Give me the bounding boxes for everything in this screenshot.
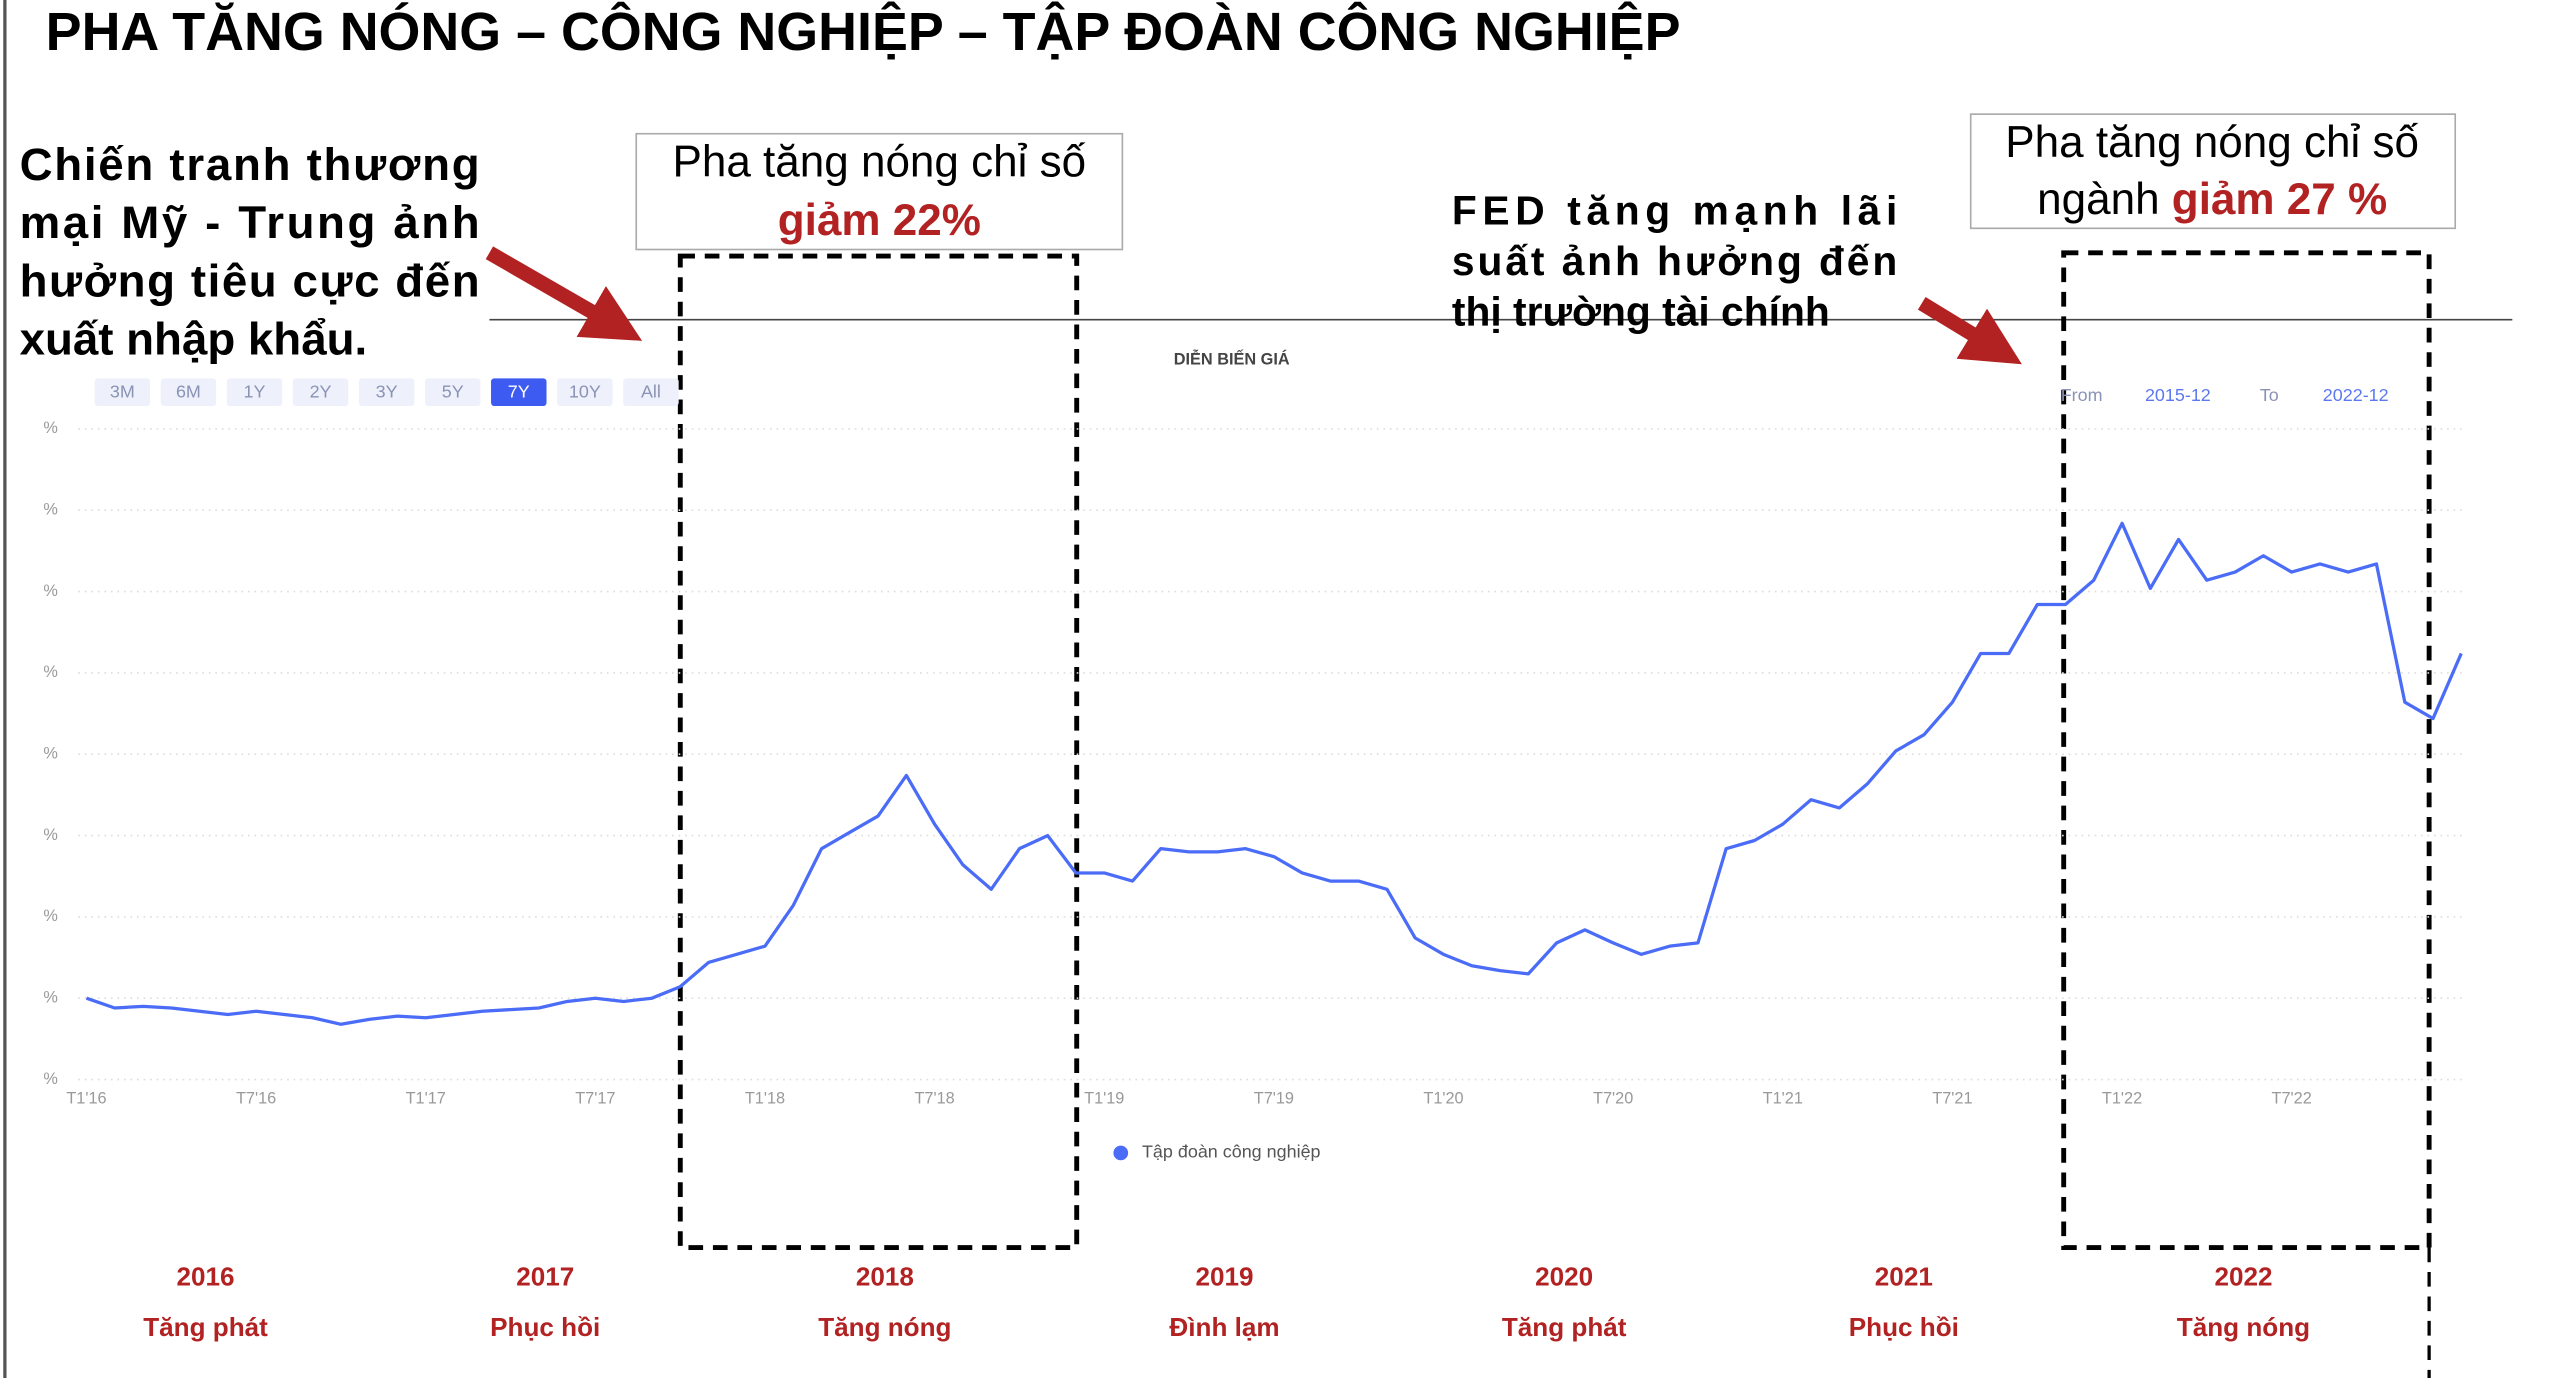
range-text: 2015-12 <box>2145 385 2211 405</box>
note-box <box>1969 113 2457 230</box>
note-line: thị trường tài chính <box>1452 289 1830 335</box>
note-line: Chiến tranh thương <box>20 139 480 190</box>
button-bg <box>94 378 151 407</box>
button-label: 5Y <box>442 382 464 402</box>
phase-label: Tăng phát <box>143 1312 268 1342</box>
note-box <box>635 132 1124 251</box>
button-label: All <box>641 382 661 402</box>
x-tick-label: T7'19 <box>1254 1089 1294 1107</box>
year-label: 2017 <box>516 1261 574 1291</box>
year-label: 2018 <box>856 1261 914 1291</box>
range-button[interactable]: 1Y <box>226 378 283 407</box>
arrow <box>1917 297 2022 365</box>
x-tick-label: T1'16 <box>66 1089 106 1107</box>
button-bg <box>424 378 481 407</box>
phase-label: Tăng nóng <box>2177 1312 2310 1342</box>
x-tick-label: T7'18 <box>914 1089 954 1107</box>
note-line: mại Mỹ - Trung ảnh <box>20 197 480 248</box>
x-tick-label: T1'18 <box>745 1089 785 1107</box>
button-bg <box>623 378 679 407</box>
legend-label: Tập đoàn công nghiệp <box>1142 1142 1321 1162</box>
range-button[interactable]: All <box>623 378 679 407</box>
range-button[interactable]: 5Y <box>424 378 481 407</box>
range-button[interactable]: 6M <box>160 378 217 407</box>
button-bg <box>491 378 547 407</box>
phase-label: Phục hồi <box>490 1312 600 1342</box>
y-tick-label: % <box>43 419 58 437</box>
x-tick-label: T1'21 <box>1763 1089 1803 1107</box>
x-tick-label: T7'20 <box>1593 1089 1633 1107</box>
range-text: To <box>2260 385 2279 405</box>
phase-label: Tăng nóng <box>818 1312 951 1342</box>
x-tick-label: T7'22 <box>2272 1089 2312 1107</box>
range-button[interactable]: 3Y <box>358 378 415 407</box>
button-bg <box>358 378 415 407</box>
year-label: 2016 <box>177 1261 235 1291</box>
year-label: 2020 <box>1535 1261 1593 1291</box>
phase-frame <box>2061 250 2432 1250</box>
x-tick-label: T1'19 <box>1084 1089 1124 1107</box>
y-tick-label: % <box>43 1070 58 1088</box>
y-tick-label: % <box>43 989 58 1007</box>
box-text: Pha tăng nóng chỉ số <box>672 137 1086 186</box>
chart-title: DIỄN BIẾN GIÁ <box>1174 350 1290 369</box>
phase-label: Đình lạm <box>1169 1312 1279 1342</box>
legend-swatch <box>1113 1145 1129 1161</box>
y-tick-label: % <box>43 907 58 925</box>
button-label: 10Y <box>569 382 601 402</box>
button-bg <box>160 378 217 407</box>
y-tick-label: % <box>43 826 58 844</box>
button-label: 1Y <box>244 382 266 402</box>
phase-label: Phục hồi <box>1849 1312 1959 1342</box>
series-line <box>85 521 2463 1026</box>
phase-label: Tăng phát <box>1502 1312 1627 1342</box>
button-bg <box>292 378 349 407</box>
year-label: 2021 <box>1875 1261 1933 1291</box>
button-bg <box>226 378 283 407</box>
y-tick-label: % <box>43 501 58 519</box>
box-prefix: ngành <box>2037 175 2172 224</box>
range-text: From <box>2061 385 2103 405</box>
range-button[interactable]: 10Y <box>557 378 613 407</box>
x-tick-label: T1'22 <box>2102 1089 2142 1107</box>
y-tick-label: % <box>43 745 58 763</box>
x-tick-label: T7'17 <box>575 1089 615 1107</box>
button-label: 3M <box>110 382 135 402</box>
slide-title: PHA TĂNG NÓNG – CÔNG NGHIỆP – TẬP ĐOÀN C… <box>46 1 1681 62</box>
x-tick-label: T1'20 <box>1423 1089 1463 1107</box>
range-button[interactable]: 7Y <box>491 378 547 407</box>
button-label: 3Y <box>376 382 398 402</box>
x-tick-label: T7'21 <box>1932 1089 1972 1107</box>
x-tick-label: T1'17 <box>406 1089 446 1107</box>
y-tick-label: % <box>43 663 58 681</box>
x-tick-label: T7'16 <box>236 1089 276 1107</box>
box-highlight: giảm 27 % <box>2172 175 2387 224</box>
year-label: 2022 <box>2214 1261 2272 1291</box>
range-button[interactable]: 2Y <box>292 378 349 407</box>
range-text: 2022-12 <box>2323 385 2389 405</box>
box-text: Pha tăng nóng chỉ số <box>2005 118 2419 167</box>
year-label: 2019 <box>1195 1261 1253 1291</box>
box-text: ngành giảm 27 % <box>2037 175 2387 224</box>
button-label: 2Y <box>310 382 332 402</box>
box-highlight: giảm 22% <box>778 196 981 245</box>
button-bg <box>557 378 613 407</box>
button-label: 6M <box>176 382 201 402</box>
note-line: suất ảnh hưởng đến <box>1452 238 1897 284</box>
arrow <box>485 246 643 341</box>
note-line: hưởng tiêu cực đến <box>20 255 480 306</box>
note-line: xuất nhập khẩu. <box>20 314 368 365</box>
y-tick-label: % <box>43 582 58 600</box>
phase-frame <box>677 253 1080 1250</box>
button-label: 7Y <box>508 382 530 402</box>
range-button[interactable]: 3M <box>94 378 151 407</box>
